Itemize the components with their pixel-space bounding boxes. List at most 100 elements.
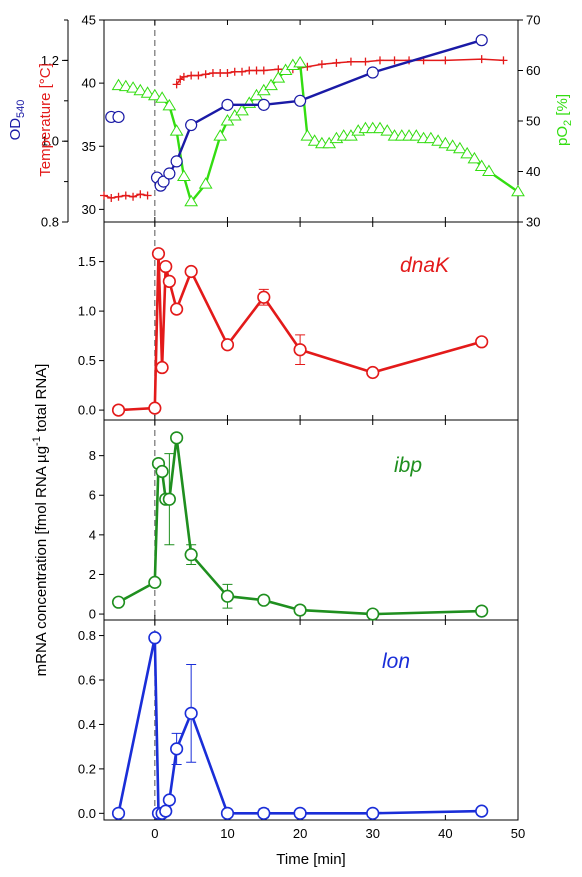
x-tick-label: 50 <box>511 826 525 841</box>
panel-frame-1 <box>103 221 519 421</box>
dnak-y-tick-label: 0.5 <box>78 353 96 368</box>
po2-marker <box>155 91 169 103</box>
lon-line <box>117 636 482 815</box>
po2-marker <box>126 81 140 93</box>
po2-axis-title: pO2 [%] <box>554 94 574 146</box>
ibp-marker <box>475 604 489 618</box>
lon-y-tick-label: 0.0 <box>78 806 96 821</box>
po2-marker <box>453 141 467 154</box>
dnak-marker <box>159 259 173 274</box>
po2-marker <box>409 129 424 141</box>
dnak-marker <box>170 302 184 316</box>
ibp-gene-label: ibp <box>394 454 422 477</box>
panel-frame-3 <box>103 619 519 821</box>
od-tick-label: 1.0 <box>41 134 59 149</box>
dnak-marker <box>151 247 166 261</box>
lon-y-tick-label: 0.4 <box>78 717 96 732</box>
ibp-marker <box>170 431 184 445</box>
po2-marker <box>184 194 199 207</box>
po2-marker <box>169 124 184 136</box>
ibp-y-tick-label: 2 <box>89 567 96 582</box>
dnak-marker <box>220 338 235 352</box>
po2-tick-label: 40 <box>526 164 540 179</box>
od-marker <box>112 110 125 124</box>
lon-y-tick-label: 0.8 <box>78 628 96 643</box>
ibp-y-tick-label: 0 <box>89 607 96 622</box>
lon-marker <box>184 706 198 720</box>
od-marker <box>163 167 176 180</box>
po2-marker <box>198 177 213 189</box>
po2-marker <box>133 83 148 96</box>
po2-marker <box>264 78 278 91</box>
temperature-marker <box>216 69 225 78</box>
lon-marker <box>366 806 380 820</box>
dnak-y-tick-label: 1.5 <box>78 254 96 269</box>
temperature-marker <box>259 66 268 75</box>
po2-marker <box>293 55 307 68</box>
po2-marker <box>235 103 249 116</box>
od-marker <box>257 98 270 111</box>
po2-marker <box>118 79 133 92</box>
ibp-marker <box>148 575 162 589</box>
temperature-marker <box>223 69 232 78</box>
ibp-marker <box>162 492 176 506</box>
od-marker <box>170 155 183 168</box>
od-marker <box>185 118 198 132</box>
ibp-marker <box>184 548 198 562</box>
dnak-gene-label: dnaK <box>400 254 450 277</box>
temp-tick-label: 40 <box>82 76 96 91</box>
temperature-marker <box>208 69 217 78</box>
po2-marker <box>162 98 177 111</box>
po2-marker <box>373 121 387 134</box>
dnak-marker <box>366 365 380 380</box>
temp-tick-label: 45 <box>82 13 96 28</box>
po2-marker <box>423 131 438 144</box>
temperature-marker <box>245 66 254 75</box>
od-marker <box>221 98 234 111</box>
po2-marker <box>380 124 395 136</box>
temp-axis-title: Temperature [°C] <box>37 63 54 177</box>
po2-marker <box>300 129 315 141</box>
po2-marker <box>445 139 460 151</box>
x-axis-title: Time [min] <box>276 851 345 868</box>
panel-frame-0 <box>103 19 519 223</box>
lon-marker <box>257 806 271 820</box>
dnak-marker <box>475 335 489 349</box>
temperature-marker <box>107 194 116 203</box>
x-tick-label: 20 <box>293 826 307 841</box>
temperature-marker <box>114 192 123 201</box>
temperature-marker <box>499 56 508 65</box>
temperature-marker <box>252 66 261 75</box>
lon-marker <box>111 806 126 820</box>
temperature-marker <box>477 55 486 64</box>
po2-marker <box>147 88 162 101</box>
ibp-y-tick-label: 6 <box>89 488 96 503</box>
od-tick-label: 0.8 <box>41 215 59 230</box>
x-tick-label: 40 <box>438 826 452 841</box>
od-tick-label: 1.2 <box>41 53 59 68</box>
temperature-marker <box>376 56 384 65</box>
ibp-marker <box>220 589 235 603</box>
lon-marker <box>475 804 489 818</box>
po2-marker <box>460 146 475 159</box>
x-tick-label: 30 <box>366 826 380 841</box>
lon-y-tick-label: 0.6 <box>78 673 96 688</box>
po2-marker <box>474 159 489 171</box>
po2-tick-label: 30 <box>526 215 540 230</box>
po2-marker <box>467 151 482 164</box>
panel-frames <box>62 19 523 821</box>
temp-tick-label: 35 <box>82 139 96 154</box>
po2-marker <box>438 136 453 149</box>
temperature-marker <box>441 56 450 65</box>
po2-tick-label: 70 <box>526 13 540 28</box>
lon-y-tick-label: 0.2 <box>78 761 96 776</box>
temperature-marker <box>172 80 181 89</box>
temperature-marker <box>100 191 108 200</box>
plot-content <box>100 34 525 820</box>
po2-marker <box>431 134 445 146</box>
temperature-marker <box>238 67 246 76</box>
po2-marker <box>307 134 322 146</box>
lon-marker <box>170 742 184 756</box>
lon-marker <box>162 793 176 807</box>
